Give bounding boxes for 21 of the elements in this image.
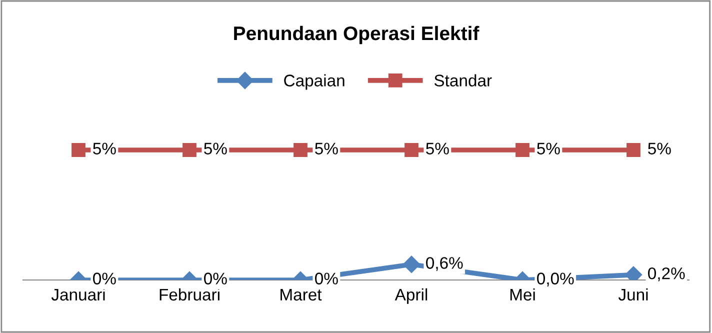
x-tick-label: Maret xyxy=(280,288,322,301)
legend-label: Standar xyxy=(434,74,492,86)
data-label: 0,0% xyxy=(537,272,574,286)
data-label: 0% xyxy=(204,272,227,284)
x-tick-label: Februari xyxy=(160,288,220,301)
data-label: 5% xyxy=(426,142,449,154)
data-label: 5% xyxy=(315,142,338,154)
data-label: 0,6% xyxy=(426,257,463,271)
x-tick-label: Juni xyxy=(618,288,648,301)
data-label: 0% xyxy=(93,272,116,284)
data-label: 5% xyxy=(537,142,560,154)
legend-label: Capaian xyxy=(284,74,344,90)
chart-title: Penundaan Operasi Elektif xyxy=(234,26,480,44)
x-tick-label: Mei xyxy=(510,288,535,301)
data-label: 5% xyxy=(93,142,116,154)
data-label: 5% xyxy=(648,142,671,154)
data-label: 0% xyxy=(315,272,338,284)
data-label: 0,2% xyxy=(648,267,685,282)
x-tick-label: April xyxy=(394,288,428,304)
data-label: 5% xyxy=(204,142,227,154)
x-tick-label: Januari xyxy=(51,288,105,301)
